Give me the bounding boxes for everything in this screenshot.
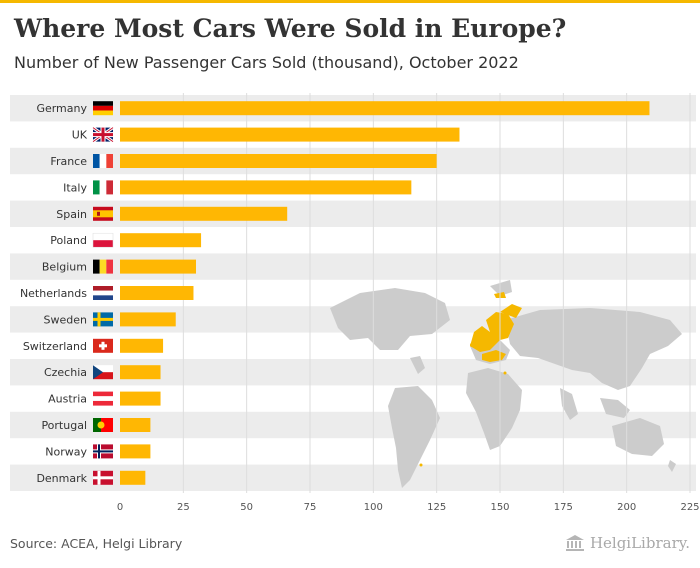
uk-flag-icon bbox=[92, 126, 114, 143]
category-label: Sweden bbox=[44, 313, 87, 326]
land-shape bbox=[330, 288, 450, 350]
bar bbox=[120, 286, 194, 300]
category-label: France bbox=[50, 155, 87, 168]
bar bbox=[120, 418, 151, 432]
germany-flag-icon bbox=[93, 101, 113, 116]
spain-flag-icon bbox=[93, 206, 113, 221]
land-shape bbox=[560, 388, 578, 420]
x-tick-label: 125 bbox=[427, 502, 446, 513]
bar bbox=[120, 101, 650, 116]
x-tick-label: 225 bbox=[680, 502, 699, 513]
europe-highlight-shape bbox=[470, 312, 514, 352]
bar bbox=[120, 154, 437, 168]
chart-rows: Germany UK France Italy Spain Poland Belgium Ne… bbox=[20, 101, 650, 485]
bar bbox=[120, 391, 161, 406]
top-accent-bar bbox=[0, 0, 700, 3]
category-label: Czechia bbox=[44, 366, 87, 379]
category-label: Spain bbox=[56, 208, 87, 221]
x-tick-label: 150 bbox=[490, 502, 509, 513]
category-label: Switzerland bbox=[23, 340, 87, 353]
category-label: Norway bbox=[45, 445, 87, 458]
land-shape bbox=[466, 368, 522, 450]
x-tick-label: 100 bbox=[364, 502, 383, 513]
bar bbox=[120, 127, 460, 142]
territory-dot bbox=[470, 343, 474, 347]
chart-subtitle: Number of New Passenger Cars Sold (thous… bbox=[14, 53, 519, 72]
belgium-flag-icon bbox=[93, 259, 113, 274]
bar bbox=[120, 180, 412, 195]
bar bbox=[120, 312, 176, 327]
source-note: Source: ACEA, Helgi Library bbox=[10, 536, 183, 551]
europe-highlight-shape bbox=[500, 304, 522, 318]
norway-flag-icon bbox=[93, 444, 113, 459]
category-label: Portugal bbox=[41, 419, 87, 432]
land-shape bbox=[388, 386, 440, 488]
sweden-flag-icon bbox=[93, 312, 113, 327]
x-tick-label: 25 bbox=[177, 502, 190, 513]
x-tick-label: 50 bbox=[240, 502, 253, 513]
x-tick-label: 200 bbox=[617, 502, 636, 513]
bar bbox=[120, 444, 151, 459]
bar-chart-svg: Germany UK France Italy Spain Poland Belgium Ne… bbox=[10, 93, 700, 513]
bar bbox=[120, 365, 161, 380]
bar-chart: Germany UK France Italy Spain Poland Belgium Ne… bbox=[0, 88, 700, 518]
category-label: Italy bbox=[63, 181, 87, 194]
austria-flag-icon bbox=[93, 391, 113, 406]
helgi-library-logo: HelgiLibrary. bbox=[564, 532, 690, 554]
netherlands-flag-icon bbox=[93, 286, 113, 300]
world-map-icon bbox=[330, 280, 682, 488]
land-shape bbox=[612, 418, 664, 456]
territory-dot bbox=[419, 463, 423, 467]
land-shape bbox=[490, 280, 512, 296]
italy-flag-icon bbox=[93, 180, 113, 195]
france-flag-icon bbox=[93, 154, 113, 168]
land-shape bbox=[600, 398, 630, 418]
territory-dot bbox=[503, 371, 507, 375]
x-axis-ticks: 0 25 50 75 100 125 150 175 200 225 bbox=[117, 502, 700, 513]
category-label: Poland bbox=[50, 234, 87, 247]
category-label: UK bbox=[72, 129, 88, 142]
logo-text: HelgiLibrary. bbox=[589, 534, 690, 552]
category-label: Denmark bbox=[36, 472, 87, 485]
library-building-icon bbox=[565, 535, 584, 551]
poland-flag-icon bbox=[92, 232, 114, 248]
portugal-flag-icon bbox=[93, 418, 113, 432]
switzerland-flag-icon bbox=[93, 338, 113, 353]
bar bbox=[120, 259, 196, 274]
category-label: Germany bbox=[36, 102, 87, 115]
category-label: Netherlands bbox=[20, 287, 87, 300]
land-shape bbox=[505, 308, 682, 390]
czechia-flag-icon bbox=[93, 365, 113, 380]
chart-title: Where Most Cars Were Sold in Europe? bbox=[14, 14, 567, 43]
x-tick-label: 0 bbox=[117, 502, 123, 513]
bar bbox=[120, 206, 288, 221]
land-shape bbox=[410, 356, 425, 374]
denmark-flag-icon bbox=[93, 470, 113, 485]
category-label: Austria bbox=[48, 393, 87, 406]
category-label: Belgium bbox=[42, 261, 87, 274]
x-tick-label: 175 bbox=[554, 502, 573, 513]
bar bbox=[120, 470, 146, 485]
x-tick-label: 75 bbox=[304, 502, 317, 513]
bar bbox=[120, 233, 202, 248]
bar bbox=[120, 338, 164, 353]
land-shape bbox=[668, 460, 676, 472]
